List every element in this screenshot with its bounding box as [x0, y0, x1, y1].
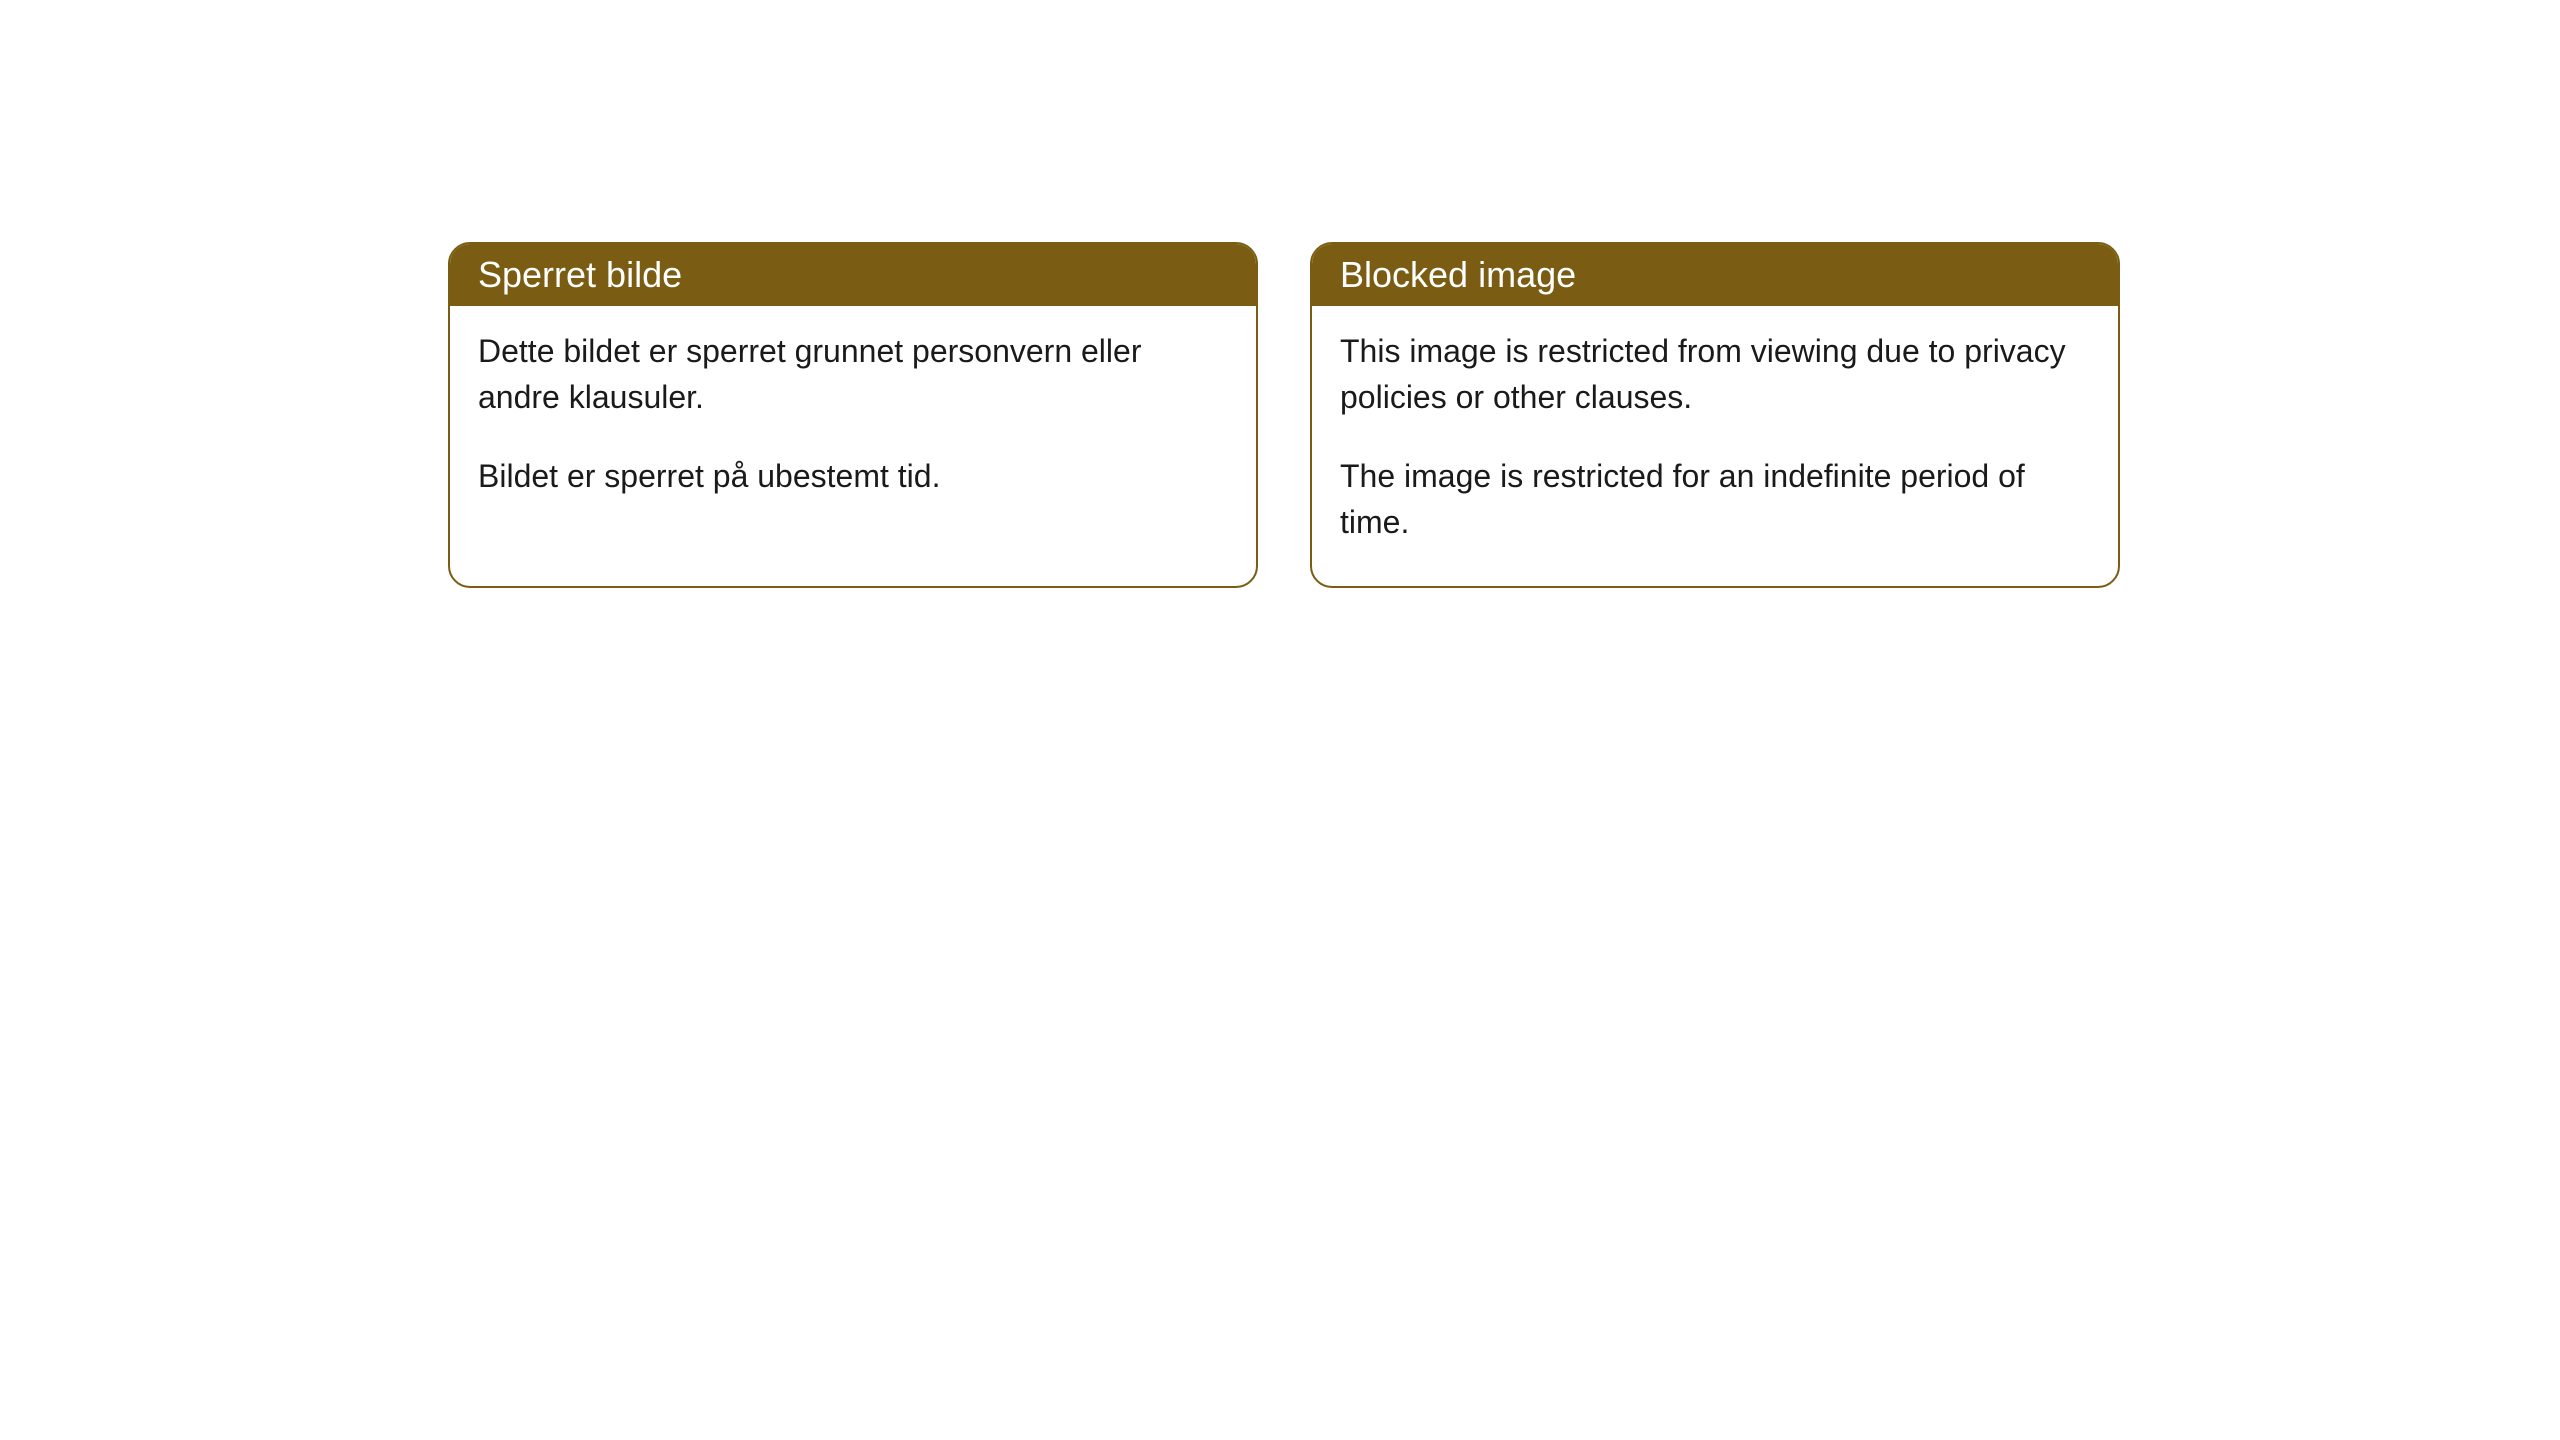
notice-card-norwegian: Sperret bilde Dette bildet er sperret gr… [448, 242, 1258, 588]
card-title: Sperret bilde [478, 254, 682, 295]
notice-card-english: Blocked image This image is restricted f… [1310, 242, 2120, 588]
card-header: Sperret bilde [450, 244, 1256, 306]
card-paragraph-1: Dette bildet er sperret grunnet personve… [478, 328, 1228, 421]
card-body: This image is restricted from viewing du… [1312, 306, 2118, 586]
card-paragraph-2: Bildet er sperret på ubestemt tid. [478, 453, 1228, 499]
card-paragraph-2: The image is restricted for an indefinit… [1340, 453, 2090, 546]
card-header: Blocked image [1312, 244, 2118, 306]
notice-container: Sperret bilde Dette bildet er sperret gr… [0, 0, 2560, 588]
card-body: Dette bildet er sperret grunnet personve… [450, 306, 1256, 539]
card-title: Blocked image [1340, 254, 1576, 295]
card-paragraph-1: This image is restricted from viewing du… [1340, 328, 2090, 421]
